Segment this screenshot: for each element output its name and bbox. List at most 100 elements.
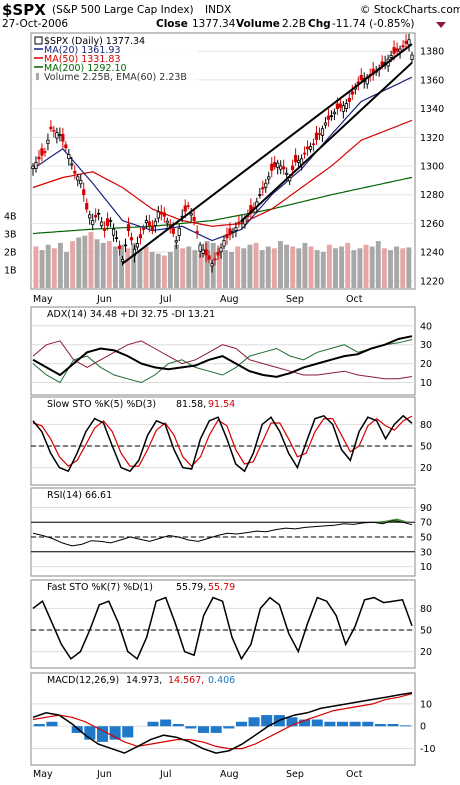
volume-bar <box>290 246 296 288</box>
minus-di-line <box>32 340 413 380</box>
price-tick-label: 1380 <box>420 47 444 58</box>
trendline <box>241 61 413 222</box>
volume-bar <box>314 250 320 288</box>
candle-body <box>237 221 241 225</box>
month-label: Jun <box>96 294 112 305</box>
panel-tick-label: 20 <box>420 463 432 474</box>
candle-body <box>106 218 110 226</box>
panel-tick-label: 10 <box>420 378 432 389</box>
volume-bar <box>100 242 106 288</box>
candle-body <box>222 240 226 247</box>
volume-bar <box>357 248 363 288</box>
macd-value: 14.973, <box>126 675 162 686</box>
candle-body <box>117 245 122 249</box>
volume-bar <box>320 251 326 288</box>
ma20-line <box>32 76 413 242</box>
candle-body <box>198 244 202 252</box>
candle-body <box>79 179 83 185</box>
candle-body <box>213 258 217 261</box>
macd-signal-line <box>32 693 413 750</box>
volume-tick-label: 3B <box>4 229 17 240</box>
macd-hist-bar <box>311 719 323 727</box>
close-label: Close <box>156 18 188 30</box>
symbol-label: $SPX <box>2 1 46 19</box>
site-credit: © StockCharts.com <box>360 4 460 16</box>
candle-body <box>282 166 286 170</box>
candle-body <box>147 221 151 226</box>
candle-body <box>195 231 199 234</box>
candle-body <box>219 247 223 253</box>
volume-bar <box>94 239 100 288</box>
macd-hist-bar <box>160 719 172 727</box>
candle-body <box>111 228 116 236</box>
candle-body <box>335 103 339 110</box>
volume-bar <box>82 235 88 288</box>
candle-body <box>407 39 411 46</box>
volume-bar <box>351 250 357 288</box>
fast-sto-frame <box>30 579 416 669</box>
volume-bar <box>223 250 228 288</box>
candle-body <box>291 165 295 171</box>
candle-body <box>85 203 89 210</box>
volume-bar <box>119 244 124 288</box>
month-label: Jun <box>96 769 112 780</box>
volume-bar <box>333 248 338 288</box>
rsi-label: RSI(14) 66.61 <box>47 490 112 501</box>
candle-body <box>296 159 301 163</box>
candle-body <box>347 97 351 102</box>
slow-sto-k-value: 81.58, <box>176 399 206 410</box>
macd-hist-bar <box>223 726 235 729</box>
price-tick-label: 1220 <box>420 276 444 287</box>
trendline <box>121 43 413 265</box>
candle-body <box>389 55 393 58</box>
macd-hist-bar <box>349 721 361 727</box>
price-tick-label: 1320 <box>420 133 444 144</box>
chart-header: $SPX (S&P 500 Large Cap Index) INDX © St… <box>2 1 460 30</box>
volume-bar <box>406 247 412 288</box>
price-tick-label: 1340 <box>420 104 444 115</box>
candle-body <box>100 221 104 227</box>
volume-bar <box>39 250 45 288</box>
volume-bar <box>381 248 387 288</box>
volume-tick-label: 1B <box>4 265 17 276</box>
candle-body <box>91 220 95 226</box>
candle-body <box>94 214 98 218</box>
volume-bar <box>388 250 393 288</box>
volume-bar <box>112 246 118 288</box>
macd-hist-bar <box>71 726 83 733</box>
candle-body <box>344 103 348 109</box>
volume-bar <box>296 248 302 288</box>
price-tick-label: 1280 <box>420 190 444 201</box>
candle-body <box>55 132 59 139</box>
candle-body <box>76 176 80 181</box>
fast-sto-d-value: 55.79 <box>208 582 235 593</box>
month-label: Oct <box>346 769 363 780</box>
volume-bar <box>216 248 222 288</box>
panel-tick-label: -10 <box>420 744 436 755</box>
fast-sto-k-value: 55.79, <box>176 582 206 593</box>
fast-sto-k-line <box>32 596 413 661</box>
legend-ma20: MA(20) 1361.93 <box>44 45 121 56</box>
macd-hist-bar <box>46 721 58 727</box>
macd-hist-bar <box>299 719 311 727</box>
candle-body <box>326 115 331 120</box>
legend-daily-swatch <box>34 36 43 45</box>
volume-bar <box>155 253 161 288</box>
panel-tick-label: 20 <box>420 359 432 370</box>
index-name: (S&P 500 Large Cap Index) <box>52 4 194 16</box>
adx-line <box>32 335 413 378</box>
macd-label: MACD(12,26,9) <box>47 675 119 686</box>
candle-body <box>64 144 68 149</box>
price-panel: 1220 1240 1260 1280 1300 1320 1340 1360 1380 4B 3… <box>4 32 444 290</box>
macd-hist-bar <box>84 726 96 740</box>
candle-body <box>156 211 160 219</box>
volume-bar <box>204 241 210 288</box>
panel-tick-label: 30 <box>420 547 432 558</box>
candle-body <box>258 194 262 196</box>
candle-body <box>314 132 319 140</box>
trendlines <box>121 43 413 265</box>
macd-hist-bar <box>286 717 298 727</box>
month-label: Aug <box>220 294 239 305</box>
rsi-line <box>32 520 413 547</box>
